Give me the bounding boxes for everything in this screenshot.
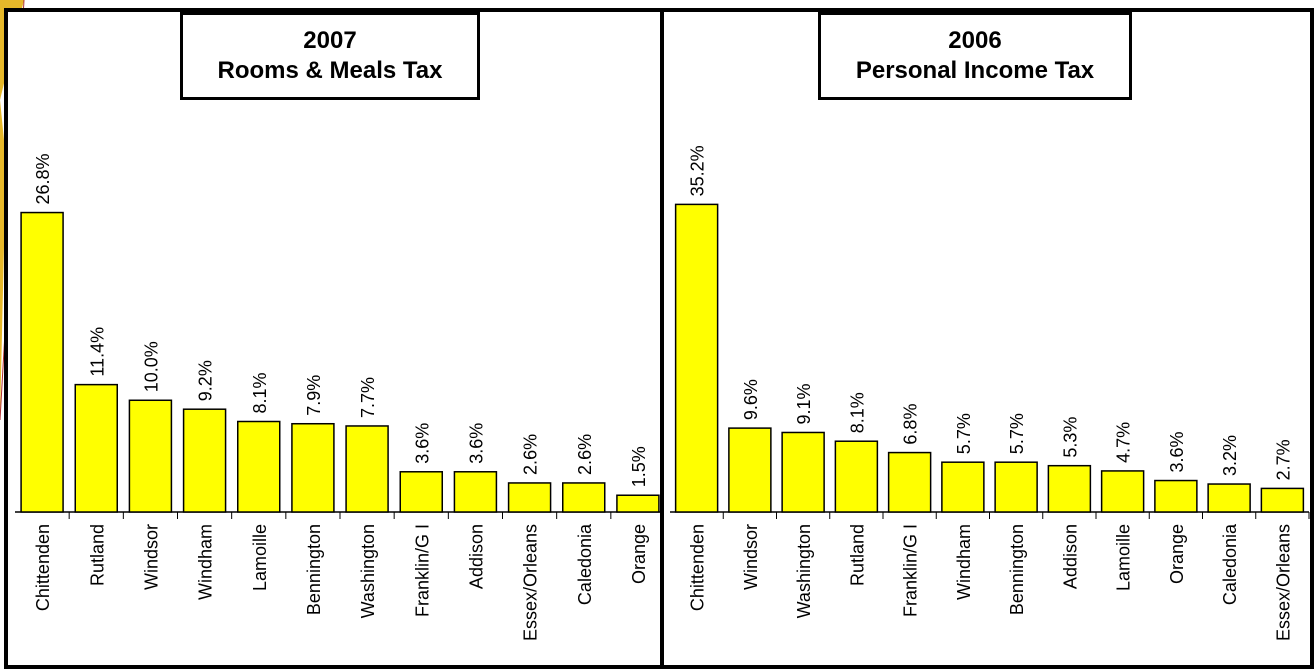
bar <box>562 482 606 513</box>
category-label: Essex/Orleans <box>1273 524 1293 641</box>
bar <box>1100 470 1145 513</box>
data-label: 9.2% <box>196 360 216 401</box>
data-label: 8.1% <box>847 392 867 433</box>
data-label: 3.6% <box>1167 432 1187 473</box>
rooms-meals-chart: 26.8% Chittenden 11.4% Rutland 10.0% Windsor 9… <box>15 154 660 641</box>
bar <box>1154 479 1198 513</box>
chart-title: 2007 <box>303 27 357 54</box>
personal-income-chart-panel: 35.2% Chittenden 9.6% Windsor 9.1% Washington… <box>660 8 1314 669</box>
data-label: 26.8% <box>33 154 53 205</box>
chart-subtitle: Personal Income Tax <box>855 57 1095 84</box>
bar <box>237 420 281 513</box>
category-label: Bennington <box>1007 524 1027 615</box>
data-label: 4.7% <box>1114 422 1134 463</box>
category-label: Orange <box>629 524 649 584</box>
chart-title-box: 2007 Rooms & Meals Tax <box>180 12 480 100</box>
bar <box>453 471 498 513</box>
bar <box>128 399 173 513</box>
category-label: Rutland <box>87 524 107 586</box>
category-label: Franklin/G I <box>412 524 432 617</box>
category-label: Bennington <box>304 524 324 615</box>
chart-subtitle: Rooms & Meals Tax <box>217 57 443 84</box>
bar <box>399 471 443 513</box>
category-label: Franklin/G I <box>901 524 921 617</box>
bar <box>994 461 1038 513</box>
category-label: Lamoille <box>1114 524 1134 591</box>
bar <box>1207 483 1251 513</box>
category-label: Chittenden <box>688 524 708 611</box>
category-label: Windham <box>196 524 216 600</box>
category-label: Caledonia <box>1220 523 1240 605</box>
category-label: Windham <box>954 524 974 600</box>
personal-income-chart: 35.2% Chittenden 9.6% Windsor 9.1% Washington… <box>670 145 1310 641</box>
data-label: 2.6% <box>575 434 595 475</box>
data-label: 8.1% <box>250 372 270 413</box>
bar <box>291 422 335 513</box>
category-label: Rutland <box>847 524 867 586</box>
bar <box>781 431 825 513</box>
bar <box>1047 464 1092 513</box>
bar <box>345 425 389 513</box>
data-label: 35.2% <box>688 145 708 196</box>
category-label: Addison <box>466 524 486 589</box>
data-label: 3.6% <box>412 423 432 464</box>
chart-title-box: 2006 Personal Income Tax <box>818 12 1132 100</box>
bar <box>74 383 118 513</box>
data-label: 9.1% <box>794 383 814 424</box>
data-label: 2.6% <box>521 434 541 475</box>
data-label: 5.7% <box>954 413 974 454</box>
data-label: 5.7% <box>1007 413 1027 454</box>
bar <box>182 408 227 513</box>
bar <box>728 427 772 513</box>
data-label: 9.6% <box>741 379 761 420</box>
category-label: Lamoille <box>250 524 270 591</box>
bar <box>674 203 719 513</box>
category-label: Windsor <box>141 524 161 590</box>
data-label: 1.5% <box>629 446 649 487</box>
bar <box>887 451 932 513</box>
rooms-meals-chart-panel: 26.8% Chittenden 11.4% Rutland 10.0% Windsor 9… <box>4 8 664 669</box>
data-label: 6.8% <box>901 404 921 445</box>
bar <box>616 494 660 513</box>
data-label: 5.3% <box>1060 417 1080 458</box>
data-label: 3.6% <box>466 423 486 464</box>
category-label: Essex/Orleans <box>521 524 541 641</box>
bar <box>507 482 552 513</box>
category-label: Windsor <box>741 524 761 590</box>
data-label: 2.7% <box>1273 439 1293 480</box>
bar <box>20 211 64 513</box>
data-label: 7.7% <box>358 377 378 418</box>
category-label: Orange <box>1167 524 1187 584</box>
category-label: Washington <box>358 524 378 618</box>
category-label: Caledonia <box>575 523 595 605</box>
data-label: 7.9% <box>304 375 324 416</box>
category-label: Washington <box>794 524 814 618</box>
data-label: 3.2% <box>1220 435 1240 476</box>
chart-title: 2006 <box>948 27 1002 54</box>
category-label: Chittenden <box>33 524 53 611</box>
category-label: Addison <box>1060 524 1080 589</box>
bar <box>1260 487 1305 513</box>
data-label: 10.0% <box>141 341 161 392</box>
data-label: 11.4% <box>87 327 107 377</box>
bar <box>941 461 985 513</box>
bar <box>834 440 879 513</box>
